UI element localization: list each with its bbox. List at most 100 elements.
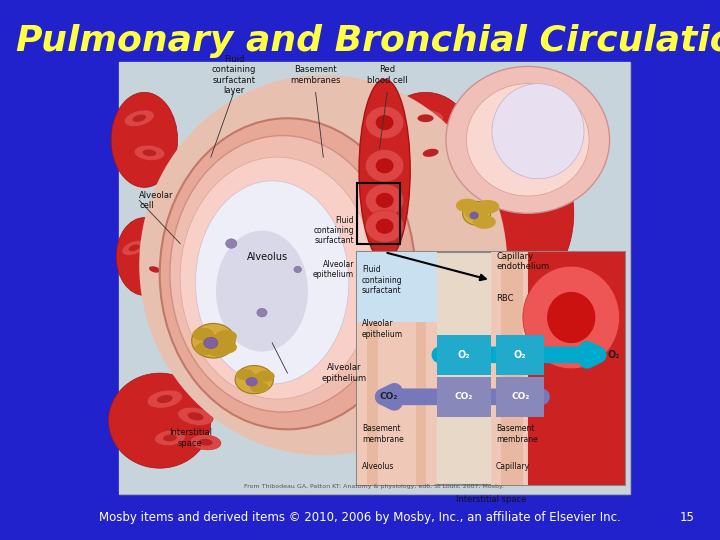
FancyBboxPatch shape: [501, 252, 523, 485]
Text: Interstitial space: Interstitial space: [456, 495, 526, 504]
Text: Red
blood cell: Red blood cell: [367, 65, 408, 85]
Ellipse shape: [192, 323, 235, 358]
Ellipse shape: [109, 373, 211, 468]
Ellipse shape: [359, 79, 410, 261]
Ellipse shape: [366, 106, 404, 139]
Ellipse shape: [492, 84, 584, 179]
Text: Basement
membranes: Basement membranes: [290, 65, 341, 85]
Text: Basement
membrane: Basement membrane: [362, 424, 404, 444]
Ellipse shape: [129, 245, 140, 251]
Ellipse shape: [195, 181, 348, 384]
Text: Capillary: Capillary: [496, 462, 530, 471]
Ellipse shape: [408, 110, 444, 127]
Ellipse shape: [413, 144, 449, 162]
Text: RBC: RBC: [496, 294, 513, 303]
Ellipse shape: [157, 395, 173, 403]
Text: Fluid
containing
surfactant: Fluid containing surfactant: [362, 265, 402, 295]
Text: Fluid
containing
surfactant: Fluid containing surfactant: [313, 215, 354, 246]
Ellipse shape: [465, 206, 488, 220]
FancyBboxPatch shape: [367, 252, 426, 485]
Ellipse shape: [456, 199, 479, 212]
Ellipse shape: [376, 193, 394, 208]
Text: From Thibodeau GA, Patton KT: Anatomy & physiology, ed6, St Louis, 2007, Mosby.: From Thibodeau GA, Patton KT: Anatomy & …: [245, 484, 504, 489]
Ellipse shape: [423, 148, 438, 157]
Ellipse shape: [256, 370, 275, 382]
Text: Alveolar
epithelium: Alveolar epithelium: [321, 363, 366, 383]
Ellipse shape: [116, 218, 173, 295]
FancyBboxPatch shape: [119, 62, 630, 494]
Ellipse shape: [467, 84, 589, 196]
Ellipse shape: [147, 390, 182, 408]
Text: 15: 15: [680, 511, 695, 524]
Ellipse shape: [547, 292, 595, 343]
Ellipse shape: [142, 262, 167, 276]
Text: Alveolus: Alveolus: [362, 462, 395, 471]
Ellipse shape: [178, 407, 213, 426]
Ellipse shape: [418, 114, 433, 122]
Ellipse shape: [139, 75, 508, 455]
Ellipse shape: [235, 366, 274, 394]
Text: Alveolar
epithelium: Alveolar epithelium: [312, 260, 354, 279]
Text: Alveolus: Alveolus: [246, 252, 287, 261]
Ellipse shape: [246, 377, 258, 387]
Ellipse shape: [215, 330, 237, 343]
Ellipse shape: [122, 240, 146, 255]
Ellipse shape: [215, 341, 237, 354]
Text: Interstitial
space: Interstitial space: [169, 428, 212, 448]
Text: O₂: O₂: [458, 350, 470, 360]
Text: Alveolar
cell: Alveolar cell: [139, 191, 174, 210]
FancyBboxPatch shape: [491, 252, 625, 485]
Ellipse shape: [216, 231, 308, 352]
Ellipse shape: [462, 201, 491, 225]
FancyBboxPatch shape: [356, 252, 437, 322]
Ellipse shape: [143, 150, 156, 156]
Text: Alveolar
epithelium: Alveolar epithelium: [362, 320, 403, 339]
Ellipse shape: [431, 123, 574, 304]
Ellipse shape: [366, 184, 404, 217]
Ellipse shape: [180, 157, 374, 399]
Text: CO₂: CO₂: [454, 393, 473, 401]
Ellipse shape: [376, 115, 394, 130]
FancyBboxPatch shape: [356, 252, 625, 485]
Text: O₂: O₂: [608, 350, 621, 360]
Ellipse shape: [155, 430, 185, 445]
Text: Basement
membrane: Basement membrane: [496, 424, 538, 444]
Text: Capillary
endothelium: Capillary endothelium: [496, 252, 549, 271]
FancyBboxPatch shape: [491, 252, 528, 485]
Ellipse shape: [250, 382, 269, 393]
Ellipse shape: [149, 266, 160, 273]
Ellipse shape: [366, 150, 404, 182]
Text: CO₂: CO₂: [511, 393, 529, 401]
Ellipse shape: [199, 439, 212, 446]
FancyBboxPatch shape: [496, 335, 544, 375]
Ellipse shape: [111, 92, 178, 187]
Ellipse shape: [473, 215, 496, 229]
FancyBboxPatch shape: [356, 252, 437, 485]
Ellipse shape: [190, 435, 221, 450]
Ellipse shape: [125, 110, 154, 126]
Ellipse shape: [477, 200, 500, 214]
Ellipse shape: [523, 266, 619, 369]
Ellipse shape: [245, 374, 264, 385]
Ellipse shape: [192, 328, 214, 341]
Ellipse shape: [469, 212, 479, 219]
Ellipse shape: [257, 308, 267, 317]
Ellipse shape: [446, 66, 610, 213]
Ellipse shape: [208, 344, 229, 357]
Ellipse shape: [160, 118, 415, 429]
Ellipse shape: [170, 136, 395, 412]
Text: Mosby items and derived items © 2010, 2006 by Mosby, Inc., an affiliate of Elsev: Mosby items and derived items © 2010, 20…: [99, 511, 621, 524]
Text: Fluid
containing
surfactant
layer: Fluid containing surfactant layer: [212, 55, 256, 95]
Ellipse shape: [294, 266, 302, 273]
Ellipse shape: [195, 342, 217, 355]
FancyBboxPatch shape: [496, 377, 544, 417]
Ellipse shape: [366, 210, 404, 242]
FancyBboxPatch shape: [378, 252, 415, 485]
Ellipse shape: [379, 92, 472, 187]
Text: O₂: O₂: [514, 350, 526, 360]
Ellipse shape: [134, 145, 165, 160]
Ellipse shape: [376, 219, 394, 234]
Ellipse shape: [163, 435, 177, 441]
Text: Pulmonary and Bronchial Circulation: Pulmonary and Bronchial Circulation: [16, 24, 720, 58]
Ellipse shape: [187, 412, 204, 421]
